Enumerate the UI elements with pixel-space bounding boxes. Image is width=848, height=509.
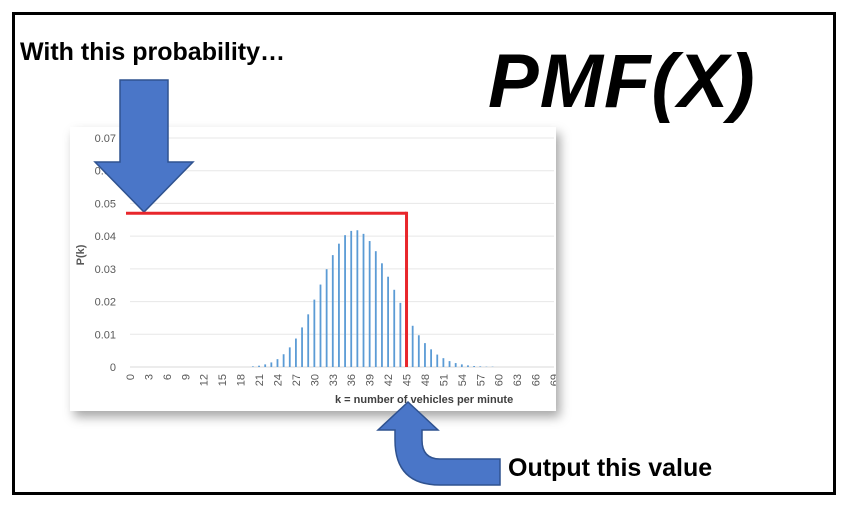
bar-k-43 [393, 289, 396, 367]
bar-k-20 [251, 366, 254, 367]
curved-up-arrow-icon [376, 400, 501, 486]
y-tick-label: 0 [110, 362, 116, 374]
bar-k-22 [264, 364, 267, 367]
probability-label: With this probability… [20, 38, 286, 66]
bar-k-55 [467, 365, 469, 367]
highlight-lines [126, 211, 409, 367]
bar-k-21 [258, 365, 260, 367]
bar-k-32 [325, 269, 328, 367]
y-tick-label: 0.01 [95, 329, 116, 341]
y-tick-label: 0.04 [95, 231, 116, 243]
y-tick-label: 0.02 [95, 297, 116, 309]
bar-k-46 [411, 325, 414, 367]
bar-k-25 [282, 354, 285, 367]
bar-k-28 [301, 327, 303, 367]
bar-k-29 [307, 314, 310, 367]
x-tick-label: 48 [420, 374, 432, 386]
grid-lines [130, 137, 554, 368]
x-tick-label: 60 [494, 374, 506, 386]
x-tick-label: 57 [475, 374, 487, 386]
bar-k-37 [356, 230, 359, 367]
x-tick-label: 21 [254, 374, 266, 386]
bar-k-51 [442, 358, 445, 367]
pmf-title: PMF(X) [488, 39, 756, 124]
chart-card: 00.010.020.030.040.050.060.07 0369121518… [70, 127, 561, 411]
y-tick-label: 0.07 [95, 133, 116, 145]
bar-k-40 [374, 251, 377, 367]
bar-k-26 [288, 347, 291, 367]
x-tick-label: 12 [199, 374, 211, 386]
bar-k-34 [338, 243, 340, 367]
x-tick-label: 45 [402, 374, 414, 386]
bar-k-36 [350, 230, 353, 367]
bar-k-47 [417, 335, 420, 367]
bar-k-23 [270, 362, 273, 367]
x-tick-label: 42 [383, 374, 395, 386]
y-axis-label: P(k) [75, 244, 87, 265]
bar-k-53 [454, 363, 457, 367]
x-tick-label: 39 [365, 374, 377, 386]
x-tick-label: 9 [180, 374, 192, 380]
x-tick-label: 6 [162, 374, 174, 380]
bar-k-30 [313, 299, 316, 367]
bar-k-44 [399, 302, 402, 367]
x-tick-label: 66 [531, 374, 543, 386]
bar-k-48 [424, 343, 426, 367]
x-tick-label: 27 [291, 374, 303, 386]
x-tick-label: 18 [236, 374, 248, 386]
bar-k-33 [331, 255, 334, 367]
bar-k-52 [448, 361, 451, 367]
x-tick-label: 30 [309, 374, 321, 386]
bars-group [251, 230, 494, 367]
x-tick-label: 3 [143, 374, 155, 380]
bar-k-50 [436, 354, 439, 367]
output-label: Output this value [508, 454, 713, 482]
x-tick-labels: 0 3 6 9 12 15 18 21 24 27 30 33 36 39 42 45 48 51 54 57 60 63… [125, 374, 561, 386]
y-tick-label: 0.03 [95, 264, 116, 276]
x-axis-label: k = number of vehicles per minute [335, 394, 513, 406]
x-tick-label: 54 [457, 374, 469, 386]
bar-k-49 [430, 349, 433, 367]
x-tick-label: 24 [272, 374, 284, 386]
bar-k-24 [276, 359, 279, 367]
bar-k-31 [319, 284, 322, 367]
down-arrow-icon [93, 79, 195, 214]
x-tick-label: 63 [512, 374, 524, 386]
bar-k-54 [460, 364, 463, 367]
bar-k-57 [479, 366, 482, 367]
x-tick-label: 15 [217, 374, 229, 386]
bar-k-56 [473, 366, 476, 367]
bar-k-35 [344, 235, 346, 367]
x-tick-label: 0 [125, 374, 137, 380]
y-tick-label: 0.05 [95, 198, 116, 210]
x-tick-label: 33 [328, 374, 340, 386]
bar-k-41 [381, 263, 383, 367]
bar-k-42 [387, 276, 389, 367]
x-tick-label: 36 [346, 374, 358, 386]
outer-frame [12, 12, 836, 495]
pmf-bar-chart: 00.010.020.030.040.050.060.07 0369121518… [75, 133, 561, 406]
bar-k-27 [295, 338, 297, 367]
bar-k-39 [368, 241, 371, 367]
bar-k-38 [362, 233, 365, 367]
x-tick-label: 51 [438, 374, 450, 386]
